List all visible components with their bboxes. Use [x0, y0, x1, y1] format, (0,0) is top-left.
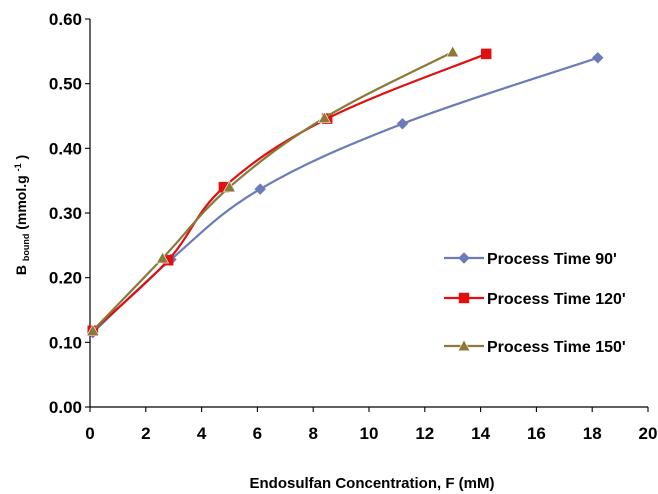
legend-marker — [458, 292, 470, 304]
y-tick-label: 0.30 — [49, 204, 82, 223]
legend-item: Process Time 120' — [444, 291, 626, 308]
plot-series — [86, 45, 604, 339]
plot-axes: 0.00 0.10 0.20 0.30 0.40 0.50 0.60 0 2 4 6 8 10 12 14 1… — [49, 10, 658, 443]
y-tick-label: 0.20 — [49, 269, 82, 288]
x-tick-label: 18 — [583, 424, 602, 443]
y-axis-title-close: ) — [13, 155, 29, 160]
y-axis-title-main: B — [13, 265, 29, 275]
legend-label: Process Time 120' — [487, 291, 626, 308]
x-tick-label: 14 — [471, 424, 490, 443]
legend: Process Time 90' Process Time 120' Process… — [444, 251, 626, 356]
y-axis-title: B bound (mmol.g -1 ) — [8, 155, 32, 275]
legend-item: Process Time 150' — [444, 339, 626, 356]
x-tick-label: 16 — [527, 424, 546, 443]
x-tick-label: 10 — [360, 424, 379, 443]
y-tick-label: 0.10 — [49, 333, 82, 352]
data-point — [480, 48, 492, 60]
y-axis-title-subscript: bound — [21, 234, 31, 262]
x-tick-label: 6 — [253, 424, 262, 443]
y-tick-label: 0.60 — [49, 10, 82, 29]
data-point — [222, 180, 237, 193]
data-point — [254, 183, 267, 195]
x-tick-label: 20 — [639, 424, 658, 443]
x-tick-label: 8 — [308, 424, 317, 443]
data-point — [86, 324, 100, 336]
x-tick-label: 4 — [197, 424, 207, 443]
x-tick-label: 0 — [85, 424, 94, 443]
y-tick-label: 0.50 — [49, 75, 82, 94]
legend-label: Process Time 150' — [487, 339, 626, 356]
data-point — [156, 251, 170, 264]
legend-marker — [457, 339, 471, 352]
series-triangle — [86, 45, 460, 336]
data-point — [446, 45, 460, 58]
y-axis-title-superscript: -1 — [13, 163, 23, 171]
x-tick-label: 12 — [415, 424, 434, 443]
y-axis-title-unit: (mmol.g — [13, 175, 29, 229]
x-tick-label: 2 — [141, 424, 150, 443]
legend-label: Process Time 90' — [487, 251, 617, 268]
data-point — [591, 51, 604, 64]
series-line — [91, 50, 454, 332]
series-line — [91, 52, 488, 332]
y-tick-label: 0.00 — [49, 398, 82, 417]
legend-item: Process Time 90' — [444, 251, 617, 268]
y-tick-label: 0.40 — [49, 139, 82, 158]
legend-marker — [458, 252, 470, 264]
data-point — [396, 117, 409, 130]
data-point — [317, 111, 331, 124]
x-axis-title: Endosulfan Concentration, F (mM) — [250, 475, 495, 492]
